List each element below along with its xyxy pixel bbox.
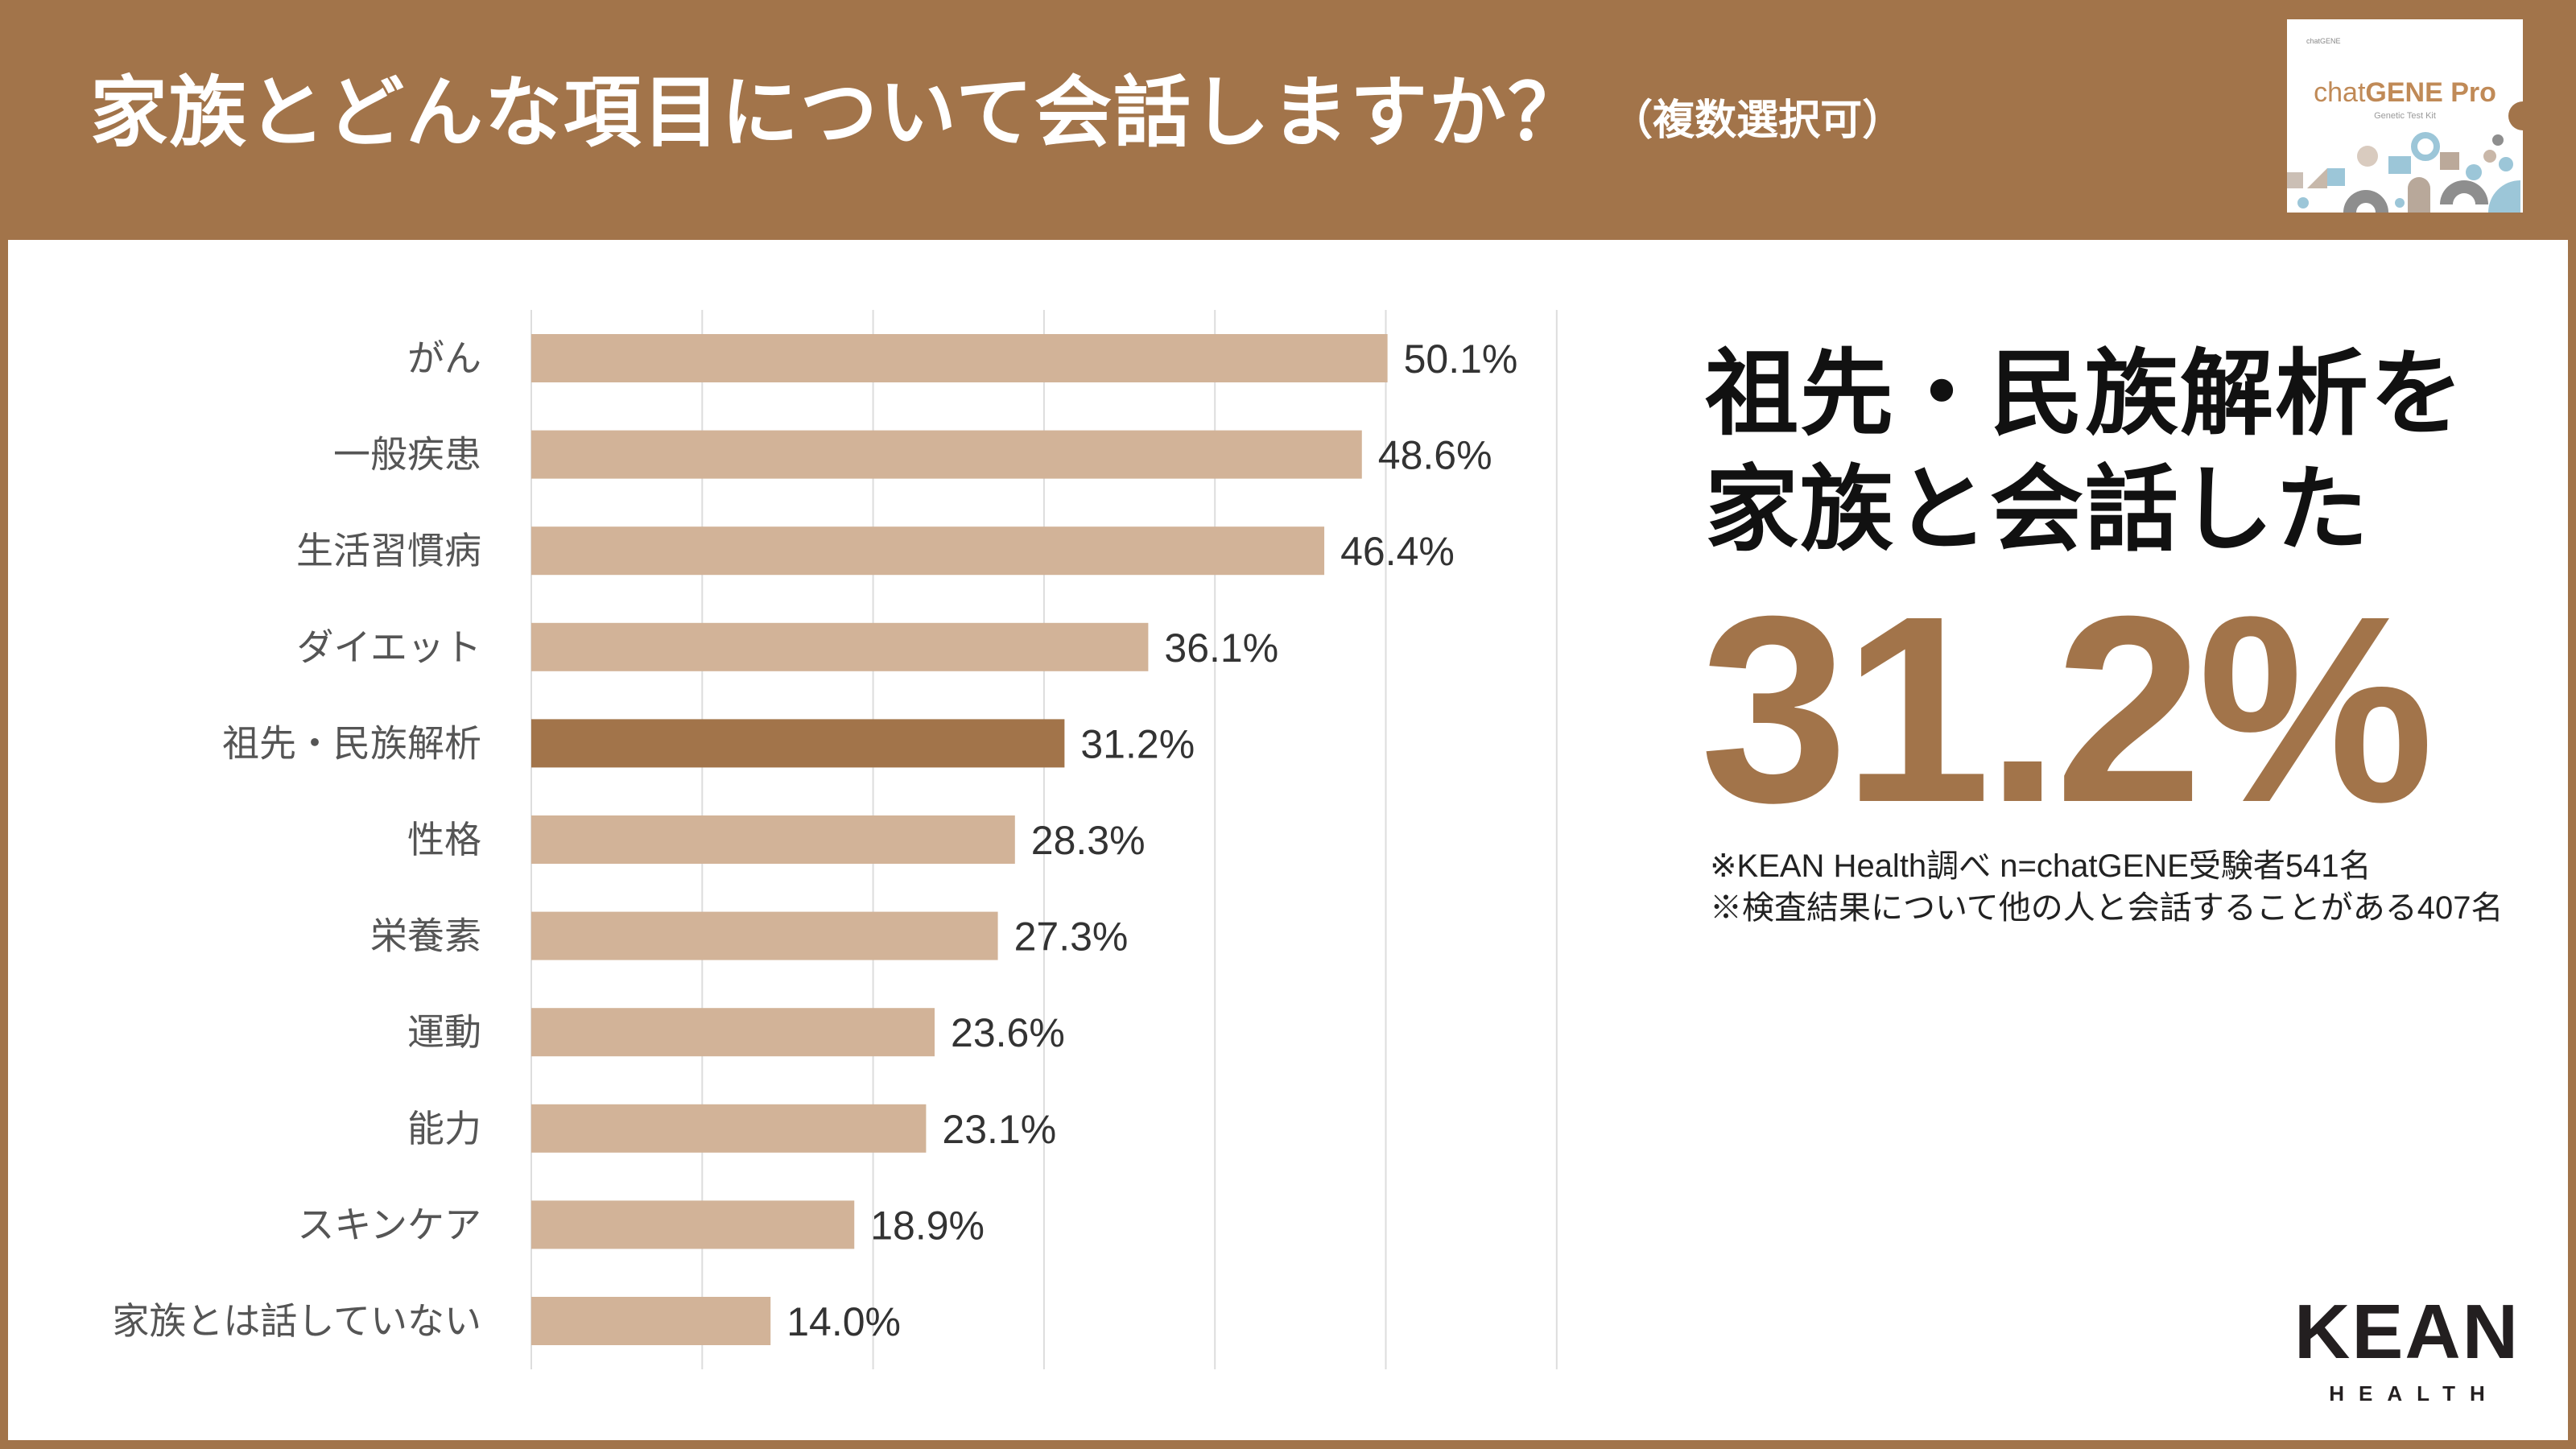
bar-3 [531, 622, 1149, 671]
bar-chart: がん一般疾患生活習慣病ダイエット祖先・民族解析性格栄養素運動能力スキンケア家族と… [112, 310, 1558, 1369]
headline-line-1: 祖先・民族解析を [1705, 340, 2465, 448]
value-label-3: 36.1% [1164, 625, 1278, 671]
category-label-4: 祖先・民族解析 [222, 721, 481, 765]
value-label-6: 27.3% [1014, 914, 1129, 960]
category-label-5: 性格 [407, 818, 481, 861]
value-label-1: 48.6% [1378, 433, 1492, 478]
bar-1 [531, 430, 1362, 479]
bar-4 [531, 719, 1065, 768]
bar-9 [531, 1200, 855, 1249]
product-box-image: chatGENE chatGENE Pro Genetic Test Kit [2287, 19, 2523, 213]
product-brand: chatGENE Pro [2287, 77, 2523, 109]
value-label-10: 14.0% [786, 1299, 901, 1344]
bars [531, 334, 1388, 1345]
bar-5 [531, 815, 1015, 864]
bar-2 [531, 526, 1325, 576]
product-small-logo: chatGENE [2306, 37, 2341, 45]
kean-health-logo: KEAN HEALTH [2294, 1289, 2520, 1406]
category-label-8: 能力 [407, 1107, 481, 1150]
value-label-7: 23.6% [951, 1010, 1065, 1055]
product-subtitle: Genetic Test Kit [2374, 111, 2436, 121]
bar-7 [531, 1008, 935, 1057]
category-label-1: 一般疾患 [333, 433, 481, 477]
value-label-5: 28.3% [1031, 818, 1146, 863]
product-box-notch [2508, 101, 2523, 130]
bar-10 [531, 1297, 771, 1345]
highlight-headline: 祖先・民族解析を 家族と会話した [1705, 336, 2465, 568]
logo-main-text: KEAN [2294, 1289, 2520, 1375]
logo-sub-text: HEALTH [2329, 1381, 2500, 1406]
bar-6 [531, 911, 998, 960]
category-label-10: 家族とは話していない [112, 1299, 481, 1343]
category-label-9: スキンケア [297, 1203, 481, 1246]
title-subtitle: （複数選択可） [1611, 97, 1905, 145]
product-brand-light: chat [2314, 77, 2366, 108]
bar-0 [531, 334, 1388, 382]
category-label-2: 生活習慣病 [296, 529, 481, 572]
survey-notes: ※KEAN Health調べ n=chatGENE受験者541名 ※検査結果につ… [1710, 845, 2504, 929]
category-label-3: ダイエット [296, 625, 481, 669]
value-label-9: 18.9% [870, 1203, 985, 1248]
note-line-1: ※KEAN Health調べ n=chatGENE受験者541名 [1710, 848, 2372, 884]
value-labels: 50.1% 48.6% 46.4% 36.1% 31.2% 28.3% 27.3% 23.6%… [786, 336, 1517, 1344]
category-labels: がん一般疾患生活習慣病ダイエット祖先・民族解析性格栄養素運動能力スキンケア家族と… [112, 336, 481, 1343]
highlight-value: 31.2% [1700, 560, 2434, 857]
content-panel: がん 一般疾患 生活習慣病 ダイエット 祖先・民族解析 性格 栄養素 運動 能力 スキンケア 家族と… [8, 240, 2568, 1440]
page-title: 家族とどんな項目について会話しますか？ （複数選択可） [90, 64, 1904, 169]
value-label-2: 46.4% [1340, 529, 1455, 574]
value-label-8: 23.1% [942, 1107, 1056, 1152]
geometric-pattern-icon [2287, 132, 2520, 213]
value-label-4: 31.2% [1080, 721, 1195, 766]
headline-line-2: 家族と会話した [1705, 456, 2370, 564]
category-label-7: 運動 [407, 1010, 481, 1054]
note-line-2: ※検査結果について他の人と会話することがある407名 [1710, 890, 2504, 926]
title-text: 家族とどんな項目について会話しますか？ [90, 68, 1587, 158]
category-label-0: がん [407, 336, 481, 380]
bar-8 [531, 1104, 927, 1153]
category-label-6: 栄養素 [370, 914, 481, 958]
product-brand-bold: GENE Pro [2365, 77, 2496, 108]
value-label-0: 50.1% [1404, 336, 1518, 382]
